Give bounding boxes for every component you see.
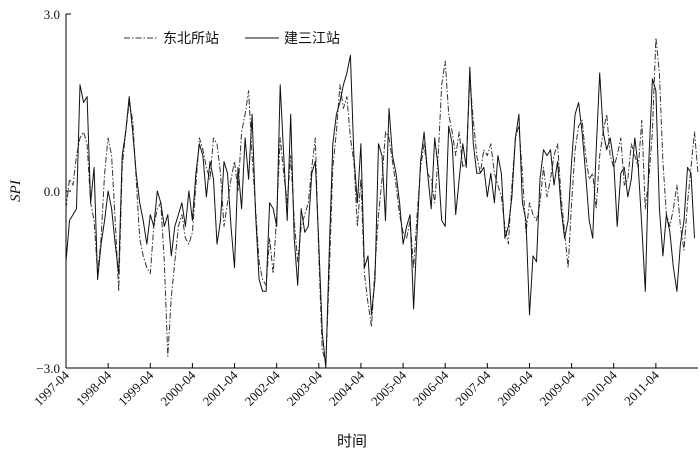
y-tick-label: −3.0 (36, 361, 60, 376)
x-tick-label: 2005-04 (368, 367, 410, 409)
x-tick-label: 2003-04 (284, 367, 326, 409)
legend: 东北所站 建三江站 (124, 31, 340, 47)
x-tick-label: 2004-04 (326, 367, 368, 409)
series-line-jiansanjiang (65, 54, 695, 369)
x-tick-label: 2011-04 (621, 367, 662, 408)
series-line-dongbeisuo (65, 37, 699, 363)
y-tick-label: 3.0 (44, 7, 60, 22)
x-tick-label: 2010-04 (579, 367, 621, 409)
x-tick-label: 2009-04 (536, 367, 578, 409)
y-ticks: 3.0 0.0 −3.0 (36, 7, 71, 376)
x-tick-label: 2001-04 (199, 367, 241, 409)
x-tick-label: 1999-04 (115, 367, 157, 409)
x-axis-title: 时间 (337, 432, 367, 450)
x-tick-label: 1998-04 (73, 367, 115, 409)
x-tick-label: 2006-04 (410, 367, 452, 409)
x-tick-label: 2000-04 (157, 367, 199, 409)
plot-frame (65, 14, 698, 369)
series-layer (65, 37, 699, 369)
x-tick-label: 2007-04 (452, 367, 494, 409)
y-axis-title: SPI (8, 179, 24, 202)
legend-label-dongbeisuo: 东北所站 (163, 31, 219, 47)
legend-label-jiansanjiang: 建三江站 (284, 31, 340, 47)
x-tick-label: 2008-04 (494, 367, 536, 409)
y-tick-label: 0.0 (44, 184, 60, 199)
x-ticks: 1997-04 1998-04 1999-04 2000-04 2001-04 2002-… (31, 363, 662, 409)
x-tick-label: 2002-04 (242, 367, 284, 409)
